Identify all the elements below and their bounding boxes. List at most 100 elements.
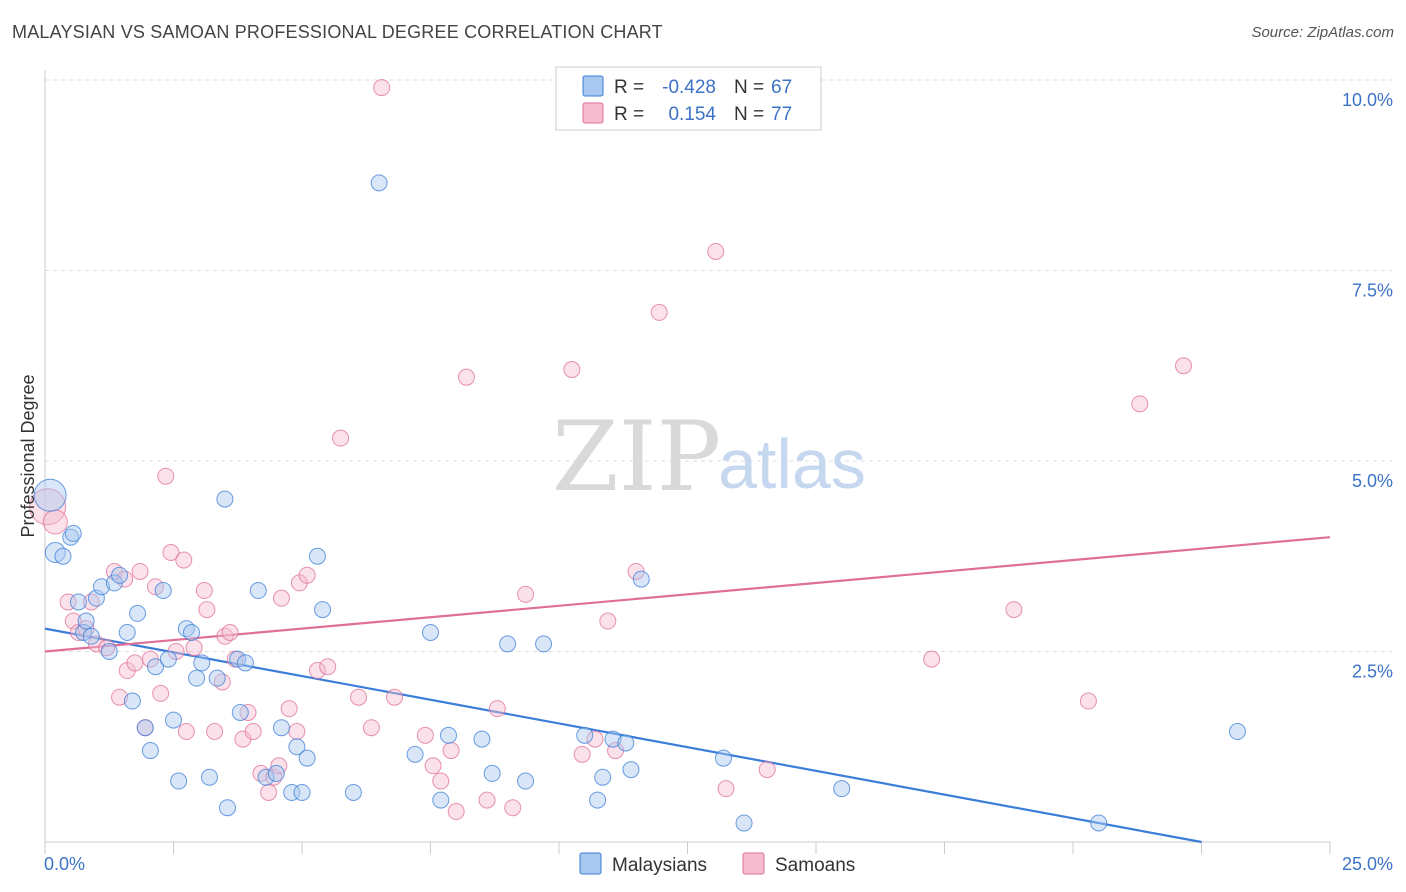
data-point-samoans [221,623,239,641]
data-point-samoans [416,726,434,744]
legend-r-value-1: -0.428 [662,77,716,98]
data-point-samoans [175,551,193,569]
data-point-samoans [308,662,326,680]
tick-labels: 2.5% 5.0% 7.5% 10.0% 0.0% 25.0% [44,90,1393,874]
data-point-samoans [244,723,262,741]
data-point-malaysians [714,749,732,767]
data-point-samoans [447,803,465,821]
data-point-samoans [206,723,224,741]
data-point-samoans [1079,692,1097,710]
trend-line-samoans [44,536,1331,653]
data-point-malaysians [499,635,517,653]
data-point-malaysians [267,764,285,782]
data-point-malaysians [208,669,226,687]
data-point-samoans [707,242,725,260]
data-point-malaysians [69,593,87,611]
data-point-samoans [442,742,460,760]
data-point-samoans [362,719,380,737]
data-point-malaysians [193,654,211,672]
data-point-malaysians [44,541,66,563]
data-point-malaysians [129,604,147,622]
data-point-malaysians [370,174,388,192]
data-point-malaysians [576,726,594,744]
data-point-malaysians [439,726,457,744]
data-point-samoans [157,467,175,485]
data-point-malaysians [308,547,326,565]
data-points [29,71,1246,832]
data-point-malaysians [93,578,111,596]
legend-swatch-samoans [582,102,604,124]
data-point-malaysians [517,772,535,790]
legend-n-value-1: 67 [771,77,792,98]
legend-r-label-1: R = [614,77,644,98]
data-point-samoans [1175,357,1193,375]
x-tick-label-0: 0.0% [44,854,85,874]
data-point-malaysians [231,703,249,721]
chart-source: Source: ZipAtlas.com [1251,24,1394,41]
data-point-malaysians [617,734,635,752]
series-legend-swatch-samoans [742,852,765,875]
data-point-samoans [373,79,391,97]
data-point-malaysians [473,730,491,748]
data-point-malaysians [182,623,200,641]
data-point-malaysians [288,738,306,756]
data-point-samoans [517,585,535,603]
data-point-samoans [260,783,278,801]
legend-n-label-2: N = [734,104,764,125]
data-point-malaysians [589,791,607,809]
data-point-malaysians [123,692,141,710]
data-point-samoans [280,700,298,718]
data-point-samoans [111,688,129,706]
data-point-malaysians [229,650,247,668]
legend-n-value-2: 77 [771,104,792,125]
data-point-samoans [478,791,496,809]
data-point-samoans [198,601,216,619]
data-point-samoans [152,684,170,702]
y-tick-label-1: 5.0% [1352,471,1393,491]
data-point-samoans [923,650,941,668]
data-point-samoans [59,593,77,611]
data-point-malaysians [54,547,72,565]
data-point-malaysians [33,478,67,512]
watermark-zip: ZIP [552,401,721,513]
legend-n-label-1: N = [734,77,764,98]
data-point-malaysians [293,783,311,801]
data-point-malaysians [833,780,851,798]
data-point-samoans [177,723,195,741]
series-legend-swatch-malaysians [579,852,602,875]
data-point-malaysians [1228,723,1246,741]
data-point-samoans [758,761,776,779]
data-point-malaysians [136,719,154,737]
data-point-malaysians [422,623,439,641]
data-point-malaysians [406,745,424,763]
data-point-samoans [573,745,591,763]
data-point-malaysians [216,490,234,508]
data-point-malaysians [535,635,553,653]
y-tick-label-2: 7.5% [1352,281,1393,301]
data-point-malaysians [147,658,165,676]
data-point-malaysians [200,768,218,786]
data-point-samoans [599,612,617,630]
data-point-samoans [586,730,604,748]
data-point-malaysians [236,654,254,672]
data-point-malaysians [165,711,182,729]
data-point-samoans [162,543,180,561]
axes-layer [44,70,1331,854]
grid-layer [45,79,1392,652]
data-point-malaysians [735,814,753,832]
data-point-malaysians [622,761,640,779]
data-point-samoans [131,562,149,580]
chart-title: MALAYSIAN VS SAMOAN PROFESSIONAL DEGREE … [12,22,663,42]
data-point-malaysians [249,582,267,600]
data-point-malaysians [64,524,82,542]
data-point-samoans [350,688,368,706]
watermark-atlas: atlas [718,425,866,503]
data-point-malaysians [159,650,177,668]
series-legend-label-malaysians: Malaysians [612,855,707,876]
data-point-samoans [386,688,404,706]
data-point-malaysians [298,749,316,767]
data-point-malaysians [314,601,332,619]
data-point-malaysians [283,783,301,801]
data-point-malaysians [257,768,275,786]
